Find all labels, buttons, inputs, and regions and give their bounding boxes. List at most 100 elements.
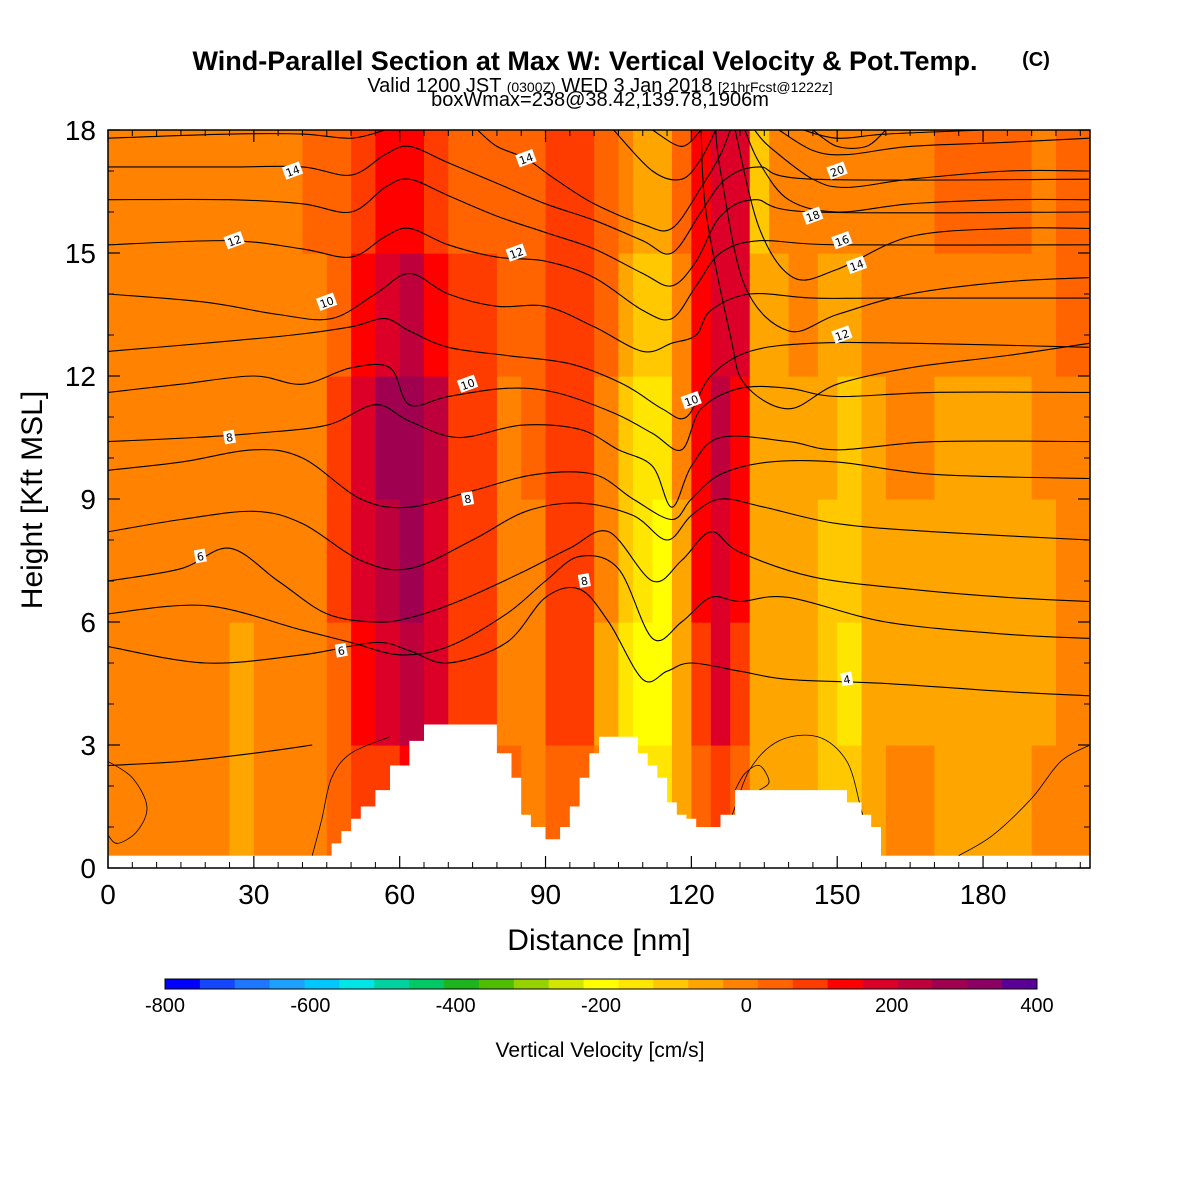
contour-label-value: 4 bbox=[842, 673, 851, 687]
colorbar-swatch bbox=[897, 979, 933, 989]
velocity-cell bbox=[399, 499, 425, 623]
velocity-cell bbox=[633, 622, 654, 746]
velocity-cell bbox=[496, 253, 522, 377]
velocity-cell bbox=[769, 622, 790, 746]
x-tick-label: 0 bbox=[100, 879, 116, 910]
velocity-cell bbox=[326, 376, 352, 500]
contour-label-value: 12 bbox=[226, 233, 244, 250]
velocity-cell bbox=[205, 622, 231, 746]
velocity-cell bbox=[983, 622, 1033, 746]
theta-contour-line bbox=[108, 178, 1090, 287]
velocity-cell bbox=[671, 622, 692, 746]
velocity-cell bbox=[496, 622, 522, 746]
velocity-cell bbox=[156, 130, 206, 254]
colorbar-swatch bbox=[269, 979, 305, 989]
contour-label-box bbox=[222, 429, 236, 445]
velocity-contour-line bbox=[108, 761, 148, 844]
velocity-cell bbox=[618, 499, 634, 623]
velocity-cell bbox=[448, 253, 498, 377]
velocity-cell bbox=[108, 130, 158, 254]
velocity-cell bbox=[569, 499, 595, 623]
velocity-cell bbox=[1055, 745, 1090, 857]
colorbar-tick-label: -800 bbox=[145, 995, 185, 1017]
theta-contour-label: 14 bbox=[515, 149, 537, 168]
velocity-cell bbox=[156, 622, 206, 746]
contour-label-value: 14 bbox=[848, 257, 866, 274]
theta-contour-label: 14 bbox=[845, 255, 868, 274]
velocity-cell bbox=[1031, 622, 1057, 746]
contour-label-box bbox=[515, 149, 537, 168]
velocity-cell bbox=[594, 130, 620, 254]
colorbar-swatch bbox=[478, 979, 515, 989]
velocity-cell bbox=[934, 745, 984, 857]
velocity-cell bbox=[983, 376, 1033, 500]
contour-label-value: 10 bbox=[683, 393, 701, 410]
velocity-cell bbox=[749, 130, 770, 254]
contour-label-box bbox=[223, 231, 245, 250]
contour-label-value: 10 bbox=[318, 294, 336, 311]
velocity-cell bbox=[229, 253, 255, 377]
velocity-cell bbox=[205, 499, 231, 623]
velocity-cell bbox=[108, 376, 158, 500]
velocity-cell bbox=[545, 130, 571, 254]
velocity-cell bbox=[618, 253, 634, 377]
y-axis-title: Height [Kft MSL] bbox=[16, 391, 49, 609]
theta-contour-line bbox=[108, 227, 1090, 321]
theta-contour-line bbox=[108, 449, 1090, 521]
colorbar-swatch bbox=[827, 979, 863, 989]
colorbar-swatch bbox=[199, 979, 236, 989]
theta-contour-label: 8 bbox=[222, 429, 236, 445]
theta-contour-label: 20 bbox=[826, 161, 848, 180]
theta-contour-line bbox=[744, 130, 1090, 213]
velocity-cell bbox=[521, 130, 547, 254]
theta-contour-label: 6 bbox=[334, 642, 348, 658]
velocity-cell bbox=[934, 130, 984, 254]
velocity-cell bbox=[861, 376, 887, 500]
velocity-cell bbox=[710, 622, 731, 746]
velocity-cell bbox=[730, 499, 751, 623]
x-tick-label: 180 bbox=[960, 879, 1007, 910]
velocity-cell bbox=[788, 376, 819, 500]
contour-label-box bbox=[281, 161, 304, 180]
velocity-cell bbox=[399, 253, 425, 377]
contour-label-value: 12 bbox=[508, 245, 526, 262]
copyright-mark: (C) bbox=[1022, 49, 1050, 71]
colorbar-tick-label: 400 bbox=[1020, 995, 1053, 1017]
colorbar-frame bbox=[164, 978, 1038, 990]
velocity-cell bbox=[253, 376, 304, 500]
colorbar-swatch bbox=[688, 979, 724, 989]
velocity-cell bbox=[861, 130, 887, 254]
theta-contour-line bbox=[108, 130, 386, 139]
velocity-cell bbox=[253, 130, 304, 254]
velocity-cell bbox=[817, 376, 838, 500]
velocity-cell bbox=[837, 253, 863, 377]
velocity-cell bbox=[749, 253, 770, 377]
potential-temperature-contours bbox=[108, 130, 1090, 767]
velocity-cell bbox=[205, 745, 231, 857]
velocity-cell bbox=[1055, 499, 1090, 623]
contour-label-box bbox=[505, 243, 527, 262]
velocity-cell bbox=[618, 622, 634, 746]
velocity-cell bbox=[351, 376, 376, 500]
velocity-cell bbox=[885, 745, 936, 857]
velocity-cell bbox=[817, 253, 838, 377]
velocity-cell bbox=[633, 253, 654, 377]
contour-label-box bbox=[334, 642, 348, 658]
theta-contour-label: 8 bbox=[577, 573, 591, 589]
velocity-cell bbox=[769, 499, 790, 623]
velocity-cell bbox=[399, 622, 425, 746]
colorbar-swatch bbox=[757, 979, 794, 989]
velocity-cell bbox=[652, 622, 673, 746]
x-tick-label: 60 bbox=[384, 879, 415, 910]
velocity-cell bbox=[156, 253, 206, 377]
velocity-cell bbox=[769, 376, 790, 500]
velocity-cell bbox=[691, 499, 712, 623]
velocity-cell bbox=[326, 499, 352, 623]
colorbar-swatch bbox=[723, 979, 759, 989]
theta-contour-line bbox=[812, 130, 887, 149]
velocity-cell bbox=[788, 499, 819, 623]
velocity-cell bbox=[326, 253, 352, 377]
velocity-cell bbox=[652, 376, 673, 500]
theta-contour-line bbox=[700, 130, 1090, 410]
velocity-cell bbox=[983, 130, 1033, 254]
